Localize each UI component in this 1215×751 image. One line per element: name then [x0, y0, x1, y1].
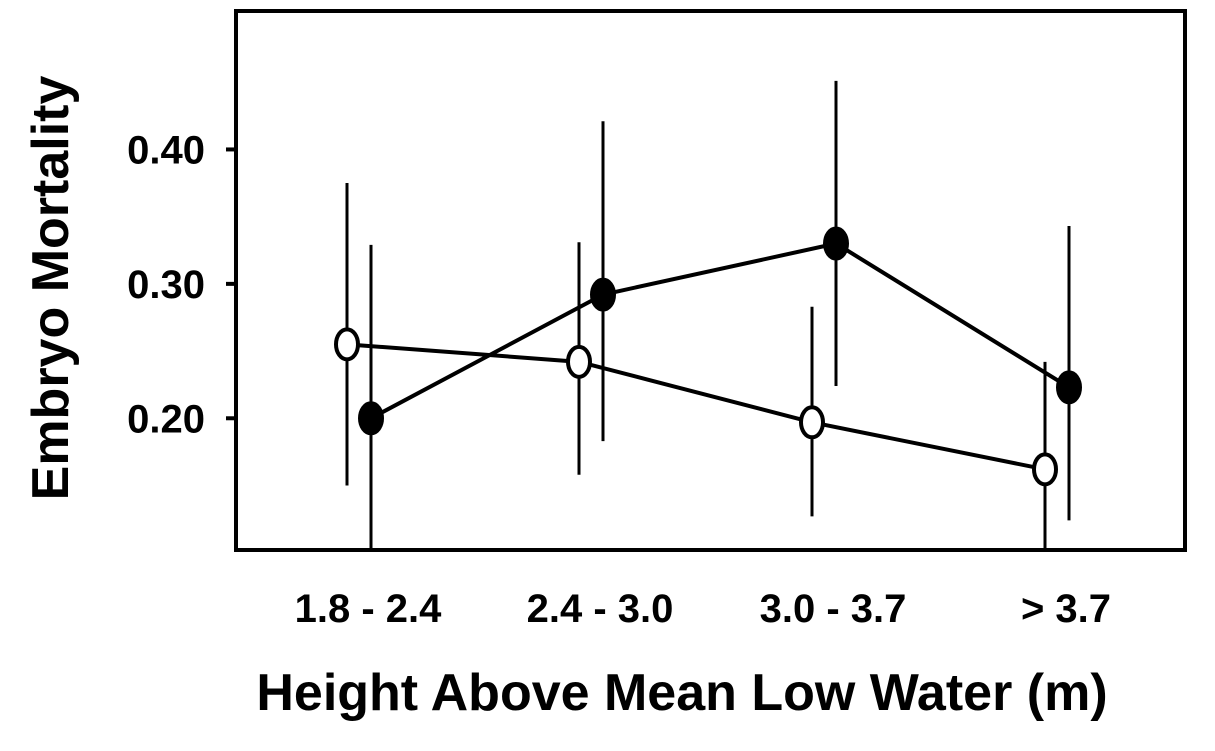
plot-frame: [234, 9, 1187, 552]
y-axis-title: Embryo Mortality: [22, 76, 80, 501]
series-open-circle: [334, 183, 1058, 550]
data-point: [358, 401, 384, 436]
y-tick-label: 0.30: [127, 263, 205, 307]
x-tick-label: > 3.7: [1021, 587, 1111, 631]
x-tick-label: 2.4 - 3.0: [527, 587, 674, 631]
x-axis-title: Height Above Mean Low Water (m): [256, 664, 1107, 722]
data-point: [334, 327, 360, 362]
y-tick-label: 0.40: [127, 128, 205, 172]
series-line: [370, 241, 1071, 421]
data-point: [799, 405, 825, 440]
data-point: [566, 344, 592, 379]
x-tick-label: 3.0 - 3.7: [760, 587, 907, 631]
data-point: [1032, 452, 1058, 487]
x-axis-ticks: 1.8 - 2.4 2.4 - 3.0 3.0 - 3.7 > 3.7: [295, 587, 1111, 631]
data-point: [823, 226, 849, 261]
y-tick-label: 0.20: [127, 397, 205, 441]
series-line: [346, 342, 1046, 472]
data-point: [590, 277, 616, 312]
y-axis-ticks: 0.20 0.30 0.40: [127, 128, 236, 441]
series-filled-circle: [358, 80, 1082, 550]
data-point: [1056, 370, 1082, 405]
x-tick-label: 1.8 - 2.4: [295, 587, 443, 631]
series-layer: [334, 80, 1082, 550]
